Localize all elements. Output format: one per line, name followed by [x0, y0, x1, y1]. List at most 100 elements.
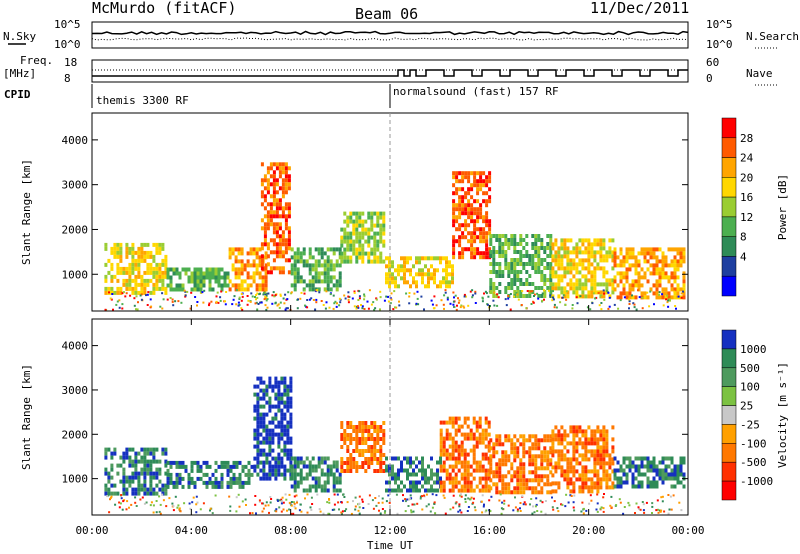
heatmap-cell	[481, 428, 485, 433]
heatmap-cell	[375, 297, 378, 300]
heatmap-cell	[314, 279, 318, 284]
heatmap-cell	[487, 460, 491, 465]
heatmap-cell	[137, 471, 141, 476]
heatmap-cell	[340, 227, 344, 232]
heatmap-cell	[581, 457, 585, 462]
heatmap-cell	[581, 501, 584, 504]
heatmap-cell	[280, 420, 284, 425]
heatmap-cell	[260, 262, 264, 267]
heatmap-cell	[479, 203, 483, 208]
heatmap-cell	[651, 502, 654, 505]
heatmap-cell	[271, 404, 275, 409]
heatmap-cell	[403, 272, 406, 277]
heatmap-cell	[332, 247, 336, 252]
heatmap-cell	[229, 509, 232, 512]
heatmap-cell	[329, 293, 332, 296]
heatmap-cell	[304, 497, 306, 500]
heatmap-cell	[451, 272, 454, 277]
heatmap-cell	[582, 507, 585, 510]
heatmap-cell	[364, 425, 368, 429]
heatmap-cell	[187, 472, 191, 477]
heatmap-cell	[211, 512, 214, 515]
heatmap-cell	[349, 247, 353, 252]
heatmap-cell	[460, 460, 464, 465]
heatmap-cell	[596, 266, 600, 271]
heatmap-cell	[448, 416, 452, 421]
heatmap-cell	[596, 469, 600, 474]
heatmap-cell	[554, 481, 558, 486]
heatmap-cell	[169, 267, 173, 272]
heatmap-cell	[436, 284, 439, 289]
heatmap-cell	[361, 219, 365, 224]
heatmap-cell	[534, 442, 538, 447]
heatmap-cell	[119, 290, 123, 295]
heatmap-cell	[605, 485, 609, 490]
heatmap-cell	[118, 501, 121, 504]
heatmap-cell	[308, 468, 312, 473]
heatmap-cell	[469, 480, 473, 485]
heatmap-cell	[208, 267, 212, 272]
heatmap-cell	[510, 234, 514, 238]
heatmap-cell	[122, 455, 126, 460]
heatmap-cell	[277, 464, 281, 469]
heatmap-cell	[513, 470, 517, 475]
heatmap-cell	[605, 270, 609, 275]
heatmap-cell	[264, 504, 267, 507]
heatmap-cell	[290, 512, 293, 515]
heatmap-cell	[625, 291, 629, 296]
heatmap-cell	[575, 433, 579, 438]
heatmap-cell	[652, 480, 656, 485]
heatmap-cell	[595, 296, 598, 299]
heatmap-cell	[581, 469, 585, 474]
heatmap-cell	[534, 478, 538, 483]
heatmap-cell	[340, 239, 344, 244]
heatmap-cell	[546, 254, 550, 258]
heatmap-cell	[131, 262, 135, 267]
heatmap-cell	[196, 287, 200, 292]
heatmap-cell	[549, 274, 553, 278]
heatmap-cell	[179, 510, 182, 513]
heatmap-cell	[587, 489, 591, 494]
heatmap-cell	[379, 259, 383, 264]
heatmap-cell	[199, 476, 203, 481]
heatmap-cell	[355, 307, 358, 310]
heatmap-cell	[326, 476, 330, 481]
heatmap-cell	[241, 308, 244, 311]
heatmap-cell	[391, 272, 394, 277]
heatmap-cell	[243, 267, 247, 272]
heatmap-cell	[540, 238, 544, 242]
heatmap-cell	[104, 455, 108, 460]
heatmap-cell	[543, 454, 547, 459]
heatmap-cell	[323, 488, 327, 493]
heatmap-cell	[673, 279, 677, 284]
heatmap-cell	[134, 455, 138, 460]
heatmap-cell	[667, 472, 671, 477]
heatmap-cell	[476, 207, 480, 212]
heatmap-cell	[208, 279, 212, 284]
heatmap-cell	[507, 454, 511, 459]
heatmap-cell	[258, 271, 262, 276]
heatmap-cell	[284, 293, 287, 296]
heatmap-cell	[540, 454, 544, 459]
heatmap-cell	[625, 275, 629, 280]
heatmap-cell	[493, 291, 496, 294]
heatmap-cell	[631, 247, 635, 252]
heatmap-cell	[181, 460, 185, 465]
heatmap-cell	[557, 266, 561, 271]
heatmap-cell	[271, 294, 274, 297]
heatmap-cell	[469, 436, 473, 441]
heatmap-cell	[602, 437, 606, 442]
heatmap-cell	[376, 247, 380, 252]
heatmap-cell	[146, 304, 149, 306]
heatmap-cell	[409, 284, 412, 289]
heatmap-cell	[346, 235, 350, 240]
heatmap-cell	[566, 294, 570, 299]
heatmap-cell	[311, 468, 315, 473]
heatmap-cell	[364, 469, 368, 473]
heatmap-cell	[252, 271, 256, 276]
heatmap-cell	[522, 238, 526, 242]
heatmap-cell	[376, 255, 380, 260]
heatmap-cell	[513, 278, 517, 282]
heatmap-cell	[299, 460, 303, 465]
heatmap-cell	[507, 490, 511, 495]
